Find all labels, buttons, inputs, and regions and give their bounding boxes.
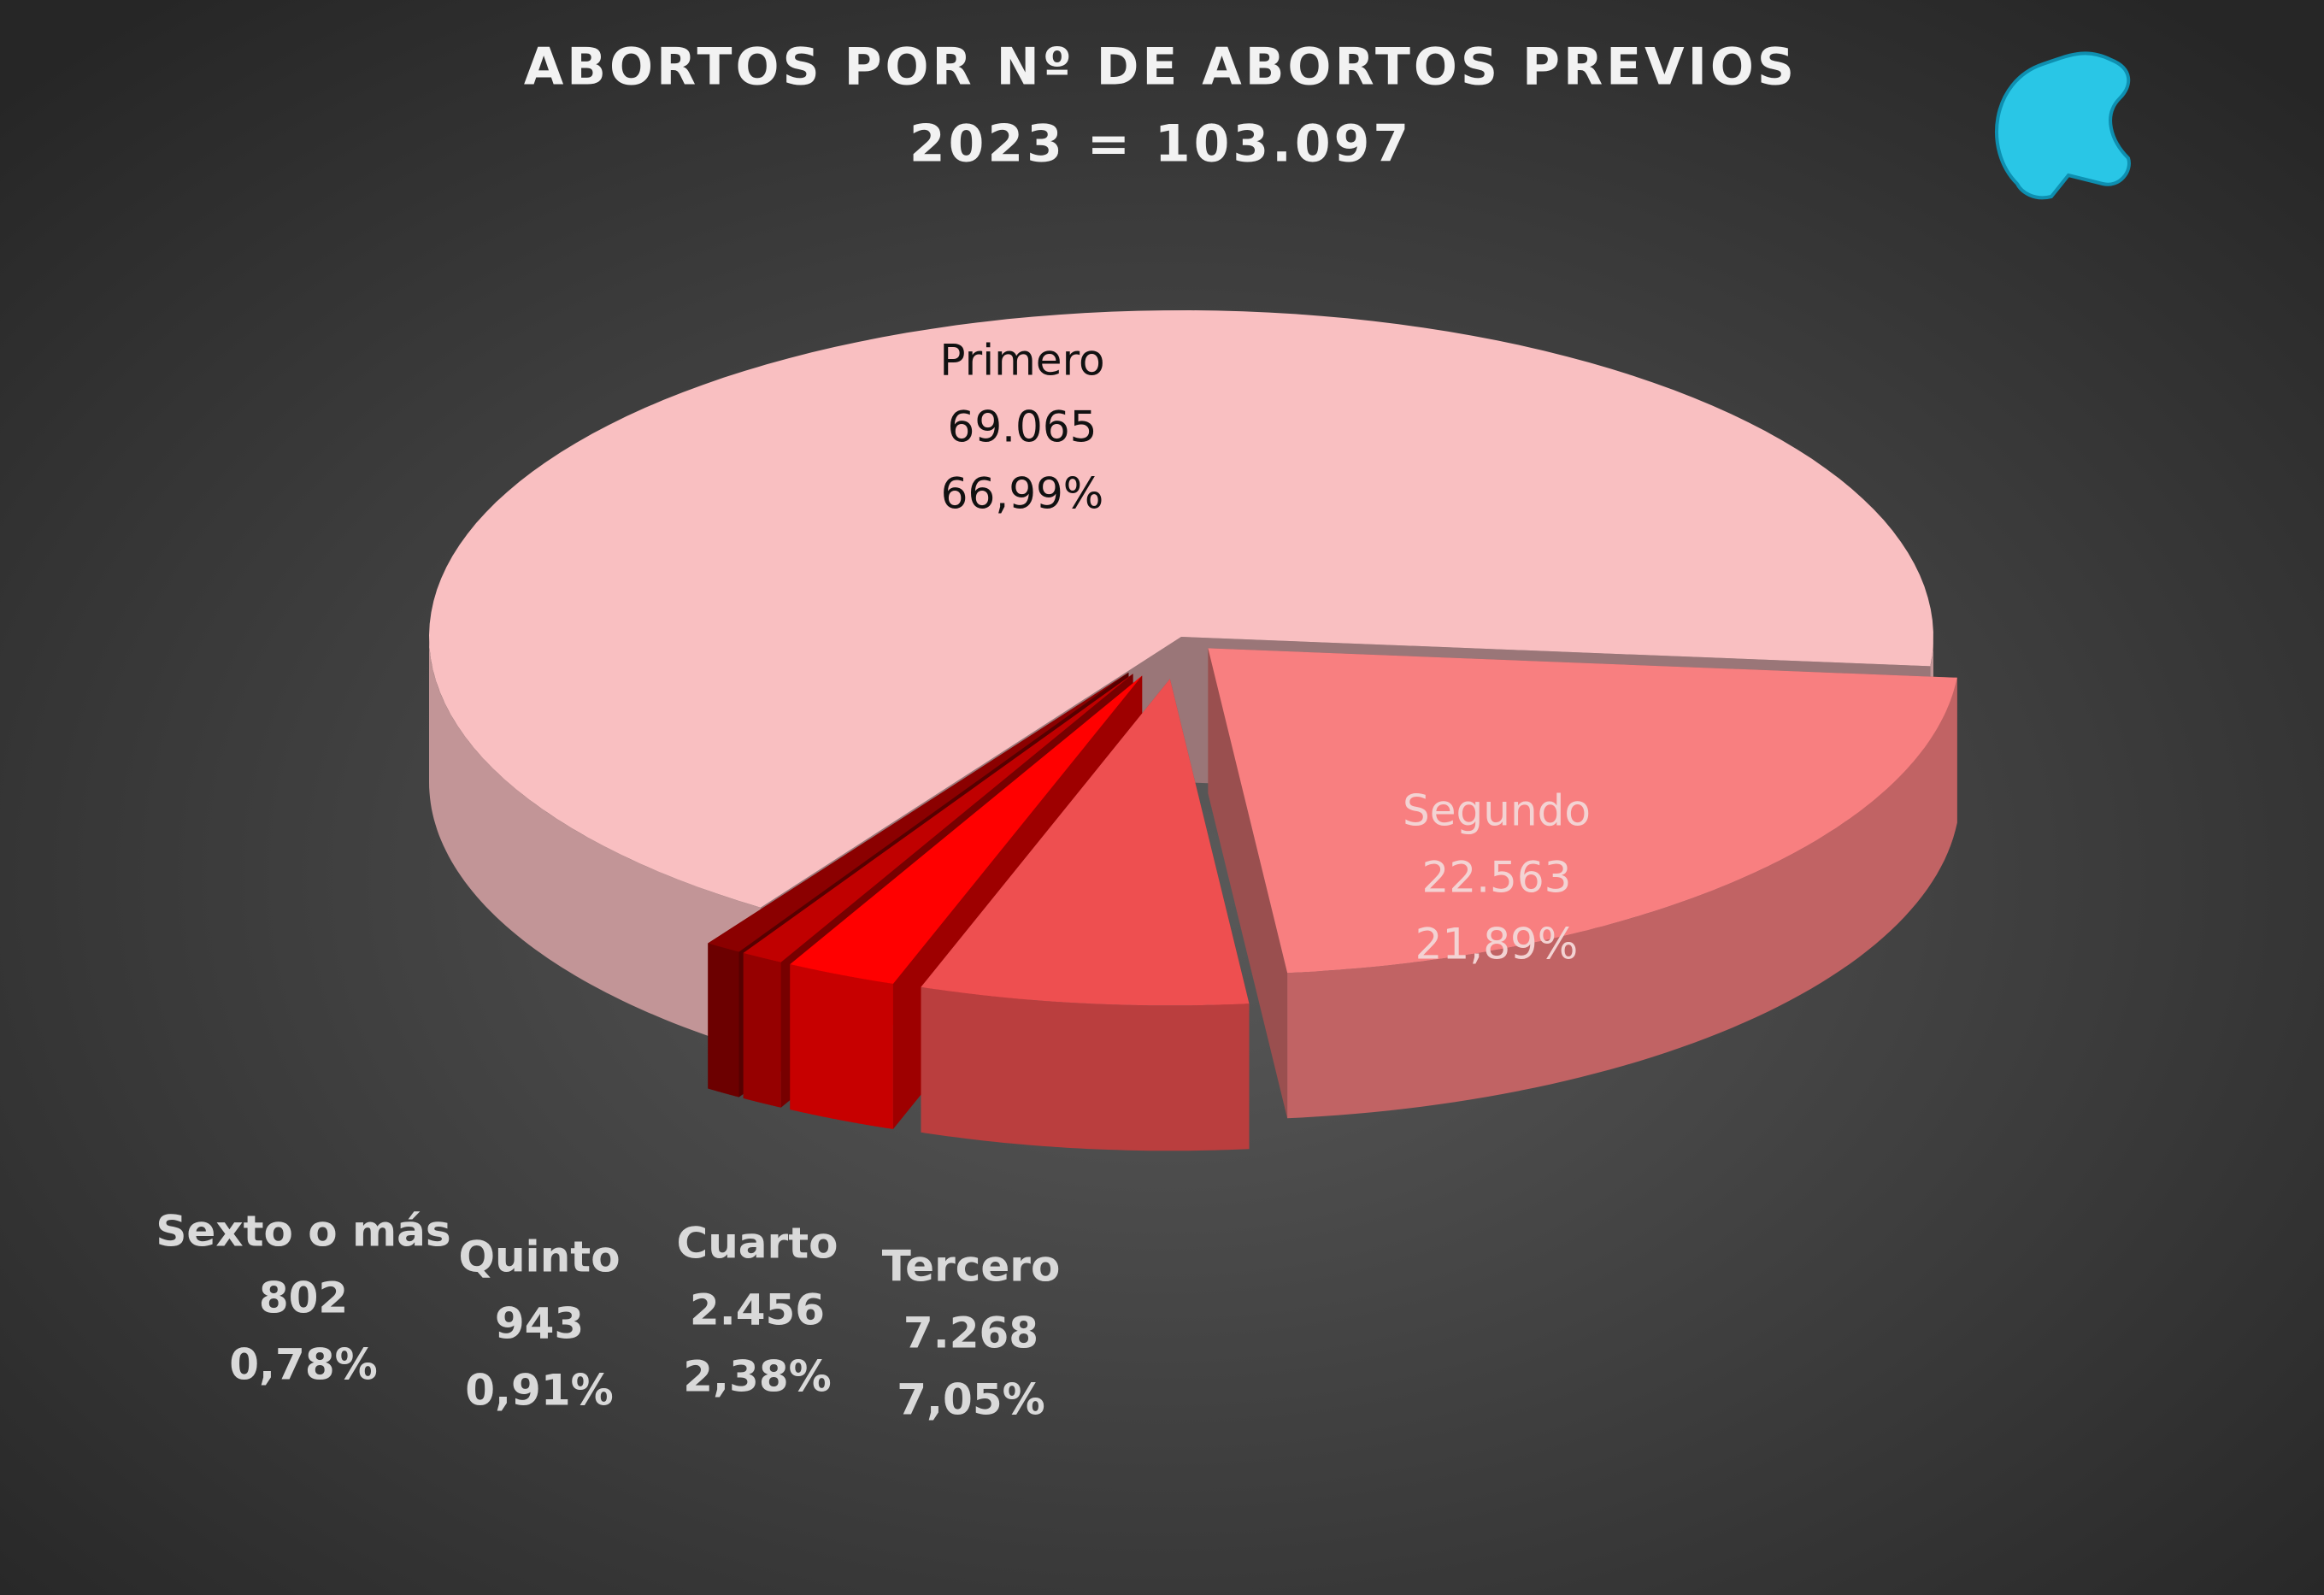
category-label: Sexto o más — [156, 1207, 450, 1257]
percent-label: 0,91% — [465, 1366, 613, 1415]
slice — [1208, 648, 1957, 974]
chart-subtitle: 2023 = 103.097 — [909, 115, 1412, 174]
category-label: Quinto — [458, 1233, 620, 1282]
value-label: 802 — [259, 1274, 348, 1323]
pie — [429, 310, 1957, 1151]
value-label: 2.456 — [690, 1286, 825, 1335]
labels: Primero 69.065 66,99% Segundo 22.563 21,89% Te… — [156, 336, 1591, 1425]
slice-wall — [708, 943, 739, 1098]
slice — [921, 679, 1250, 1006]
percent-label: 66,99% — [941, 469, 1104, 519]
slice — [743, 674, 1133, 962]
percent-label: 7,05% — [897, 1375, 1044, 1425]
category-label: Tercero — [882, 1242, 1061, 1292]
slice-wall — [1287, 677, 1957, 1119]
slice — [708, 672, 1129, 952]
value-label: 7.268 — [903, 1309, 1038, 1358]
chart-title: ABORTOS POR Nº DE ABORTOS PREVIOS — [524, 38, 1797, 97]
slice-wall — [921, 986, 1250, 1151]
percent-label: 21,89% — [1415, 920, 1579, 969]
slice-side — [1208, 648, 1288, 1119]
category-label: Primero — [939, 336, 1104, 386]
slice-wall — [743, 952, 781, 1108]
value-label: 943 — [495, 1299, 584, 1349]
value-label: 22.563 — [1422, 853, 1572, 903]
slice-wall — [790, 964, 893, 1129]
slice-wall — [429, 637, 761, 1053]
percent-label: 2,38% — [683, 1352, 831, 1402]
category-label: Segundo — [1403, 786, 1591, 836]
logo-shape — [1995, 51, 2131, 200]
category-label: Cuarto — [677, 1219, 838, 1268]
logo — [1995, 51, 2131, 200]
value-label: 69.065 — [948, 403, 1097, 452]
slice — [429, 310, 1933, 908]
slice — [790, 675, 1143, 984]
percent-label: 0,78% — [229, 1340, 377, 1390]
